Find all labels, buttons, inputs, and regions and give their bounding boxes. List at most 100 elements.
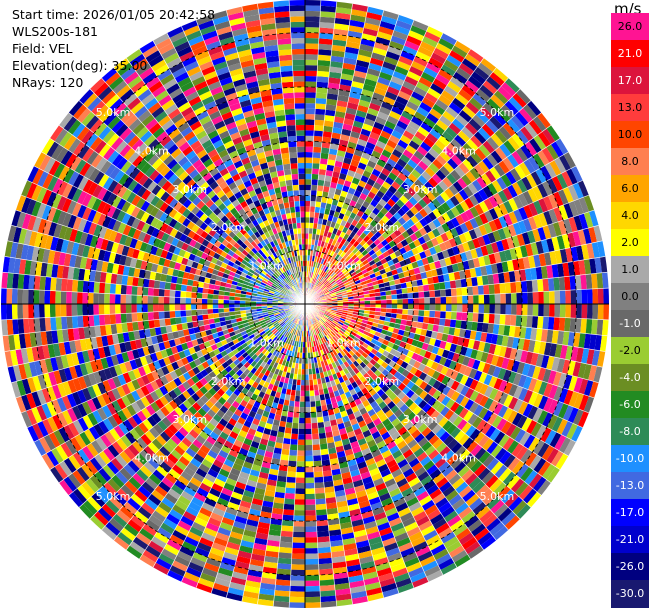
velocity-gate <box>438 38 455 51</box>
velocity-gate <box>451 304 458 312</box>
velocity-gate <box>323 313 330 318</box>
velocity-gate <box>441 201 451 213</box>
velocity-gate <box>349 182 358 190</box>
velocity-gate <box>506 358 515 372</box>
velocity-gate <box>344 46 360 55</box>
velocity-gate <box>329 315 335 319</box>
velocity-gate <box>479 383 489 396</box>
velocity-gate <box>370 186 379 195</box>
velocity-gate <box>341 68 355 76</box>
velocity-gate <box>312 284 316 290</box>
velocity-gate <box>400 282 407 289</box>
velocity-gate <box>528 202 539 217</box>
velocity-gate <box>390 313 397 319</box>
velocity-gate <box>392 70 407 81</box>
velocity-gate <box>425 239 434 249</box>
velocity-gate <box>294 395 301 402</box>
velocity-gate <box>500 293 506 304</box>
velocity-gate <box>332 283 338 288</box>
velocity-gate <box>329 244 335 251</box>
velocity-gate <box>295 482 305 489</box>
velocity-gate <box>147 312 154 321</box>
velocity-gate <box>324 254 330 261</box>
velocity-gate <box>459 200 470 212</box>
velocity-gate <box>540 165 552 181</box>
velocity-gate <box>570 246 579 262</box>
velocity-gate <box>329 250 335 257</box>
velocity-gate <box>363 272 370 278</box>
velocity-gate <box>575 245 584 261</box>
velocity-gate <box>305 43 319 50</box>
velocity-gate <box>366 223 374 232</box>
velocity-gate <box>325 282 331 287</box>
velocity-gate <box>326 98 338 106</box>
velocity-gate <box>430 268 438 277</box>
velocity-gate <box>351 287 358 292</box>
velocity-gate <box>480 332 488 343</box>
velocity-gate <box>440 33 457 46</box>
velocity-gate <box>497 367 507 380</box>
velocity-gate <box>324 248 330 255</box>
velocity-gate <box>402 309 408 315</box>
velocity-gate <box>290 575 305 581</box>
velocity-gate <box>312 272 316 279</box>
velocity-gate <box>331 44 346 52</box>
velocity-gate <box>401 213 411 222</box>
velocity-gate <box>375 300 382 304</box>
velocity-gate <box>330 280 336 285</box>
velocity-gate <box>341 267 348 274</box>
velocity-gate <box>310 277 314 284</box>
velocity-gate <box>499 345 507 358</box>
velocity-gate <box>543 252 552 266</box>
velocity-gate <box>318 49 332 56</box>
velocity-gate <box>423 204 433 215</box>
velocity-gate <box>286 476 296 483</box>
velocity-gate <box>481 275 489 286</box>
velocity-gate <box>289 585 305 592</box>
velocity-gate <box>316 411 323 418</box>
velocity-gate <box>469 330 477 341</box>
velocity-gate <box>336 150 346 158</box>
velocity-gate <box>482 185 494 199</box>
velocity-gate <box>346 242 353 250</box>
velocity-gate <box>490 133 504 147</box>
velocity-gate <box>362 170 372 179</box>
velocity-gate <box>472 257 481 268</box>
velocity-gate <box>336 294 343 298</box>
velocity-gate <box>556 358 566 373</box>
velocity-gate <box>414 230 423 239</box>
velocity-gate <box>345 107 357 116</box>
velocity-gate <box>335 205 342 213</box>
velocity-gate <box>432 218 442 228</box>
velocity-gate <box>340 73 354 81</box>
velocity-gate <box>408 96 422 107</box>
velocity-gate <box>454 225 464 236</box>
velocity-gate <box>353 172 363 180</box>
velocity-gate <box>314 125 324 132</box>
velocity-gate <box>367 332 375 339</box>
velocity-gate <box>391 269 398 276</box>
velocity-gate <box>603 288 610 304</box>
velocity-gate <box>589 258 597 274</box>
velocity-gate <box>573 260 581 276</box>
velocity-gate <box>424 31 441 43</box>
velocity-gate <box>336 1 353 10</box>
velocity-gate <box>343 246 350 254</box>
velocity-gate <box>405 320 413 327</box>
velocity-gate <box>340 275 346 281</box>
velocity-gate <box>314 482 325 489</box>
velocity-gate <box>316 520 329 527</box>
velocity-gate <box>322 272 328 278</box>
velocity-gate <box>295 477 305 484</box>
velocity-gate <box>393 190 404 200</box>
velocity-gate <box>438 68 453 81</box>
velocity-gate <box>454 344 463 355</box>
velocity-gate <box>327 192 335 200</box>
velocity-gate <box>305 466 314 473</box>
velocity-gate <box>410 224 419 233</box>
velocity-gate <box>284 427 292 434</box>
velocity-gate <box>393 125 406 135</box>
velocity-gate <box>504 346 513 359</box>
velocity-gate <box>501 82 517 97</box>
velocity-gate <box>329 257 335 263</box>
